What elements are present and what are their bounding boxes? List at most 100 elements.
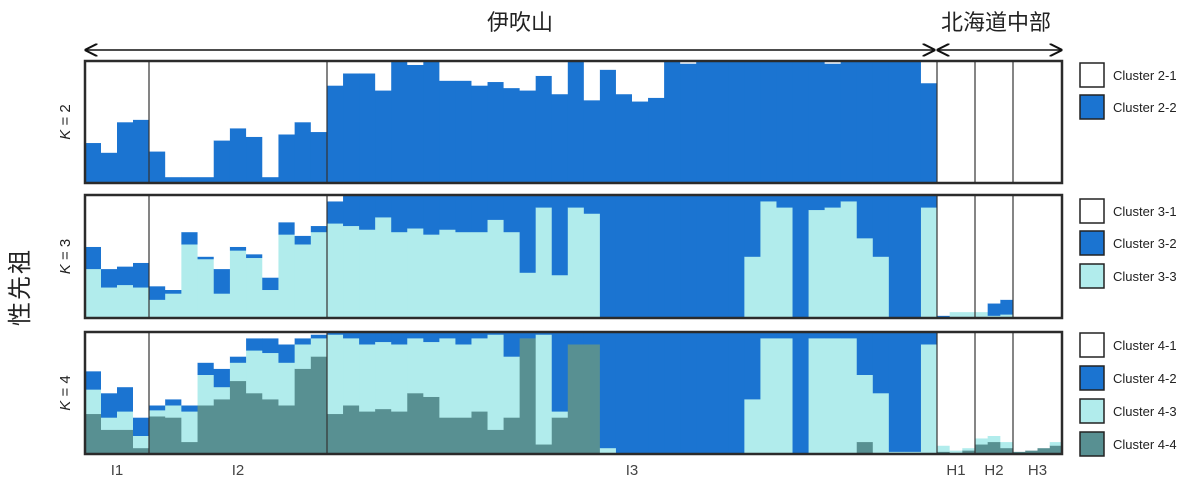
bar-segment: [519, 90, 537, 184]
region-annotations: 伊吹山 北海道中部: [86, 11, 1061, 50]
bar-segment: [840, 201, 858, 319]
panel-k3: K = 3 Cluster 3-1 Cluster 3-2 Cluster 3-3: [57, 193, 1177, 320]
bar-segment: [680, 332, 697, 455]
population-tick-label: H1: [946, 462, 965, 479]
structure-panels: K = 2 Cluster 2-1 Cluster 2-2 K = 3 Cluster …: [57, 59, 1177, 457]
bar-segment: [1037, 447, 1051, 455]
bar-segment: [262, 338, 280, 354]
bar-segment: [294, 195, 312, 236]
bar-segment: [439, 229, 457, 319]
bar-segment: [696, 61, 713, 184]
bar-segment: [535, 75, 553, 184]
bar-segment: [343, 338, 360, 406]
bar-segment: [327, 223, 344, 319]
bar-segment: [117, 386, 134, 412]
bar-segment: [101, 287, 118, 319]
bar-segment: [149, 332, 166, 406]
bar-segment: [262, 176, 280, 184]
bar-segment: [1000, 441, 1014, 449]
bar-segment: [760, 332, 778, 339]
bar-segment: [229, 362, 247, 382]
bar-segment: [872, 393, 890, 455]
bar-segment: [1000, 195, 1014, 300]
bar-segment: [262, 195, 280, 278]
bar-segment: [359, 195, 376, 230]
bar-segment: [391, 332, 408, 345]
bar-segment: [696, 332, 713, 455]
bar-segment: [888, 61, 906, 184]
bar-segment: [181, 195, 199, 233]
bar-segment: [359, 229, 376, 319]
bar-segment: [962, 195, 976, 313]
bar-segment: [310, 225, 328, 233]
bar-segment: [920, 82, 938, 184]
bar-segment: [133, 61, 150, 120]
bar-segment: [85, 246, 102, 270]
bar-segment: [487, 219, 505, 319]
bar-segment: [503, 87, 521, 184]
bar-segment: [1049, 195, 1063, 319]
bar-segment: [343, 73, 360, 184]
bar-segment: [975, 61, 989, 184]
region-label: 北海道中部: [941, 11, 1051, 36]
bar-segment: [85, 389, 102, 415]
bar-segment: [85, 61, 102, 144]
bar-segment: [117, 332, 134, 388]
bar-segment: [213, 332, 231, 369]
legend-label: Cluster 3-3: [1113, 269, 1177, 284]
bar-segment: [133, 262, 150, 288]
legend-swatch: [1079, 230, 1105, 256]
bar-segment: [149, 299, 166, 319]
bar-segment: [85, 371, 102, 390]
bar-segment: [407, 64, 424, 184]
bar-segment: [375, 61, 392, 91]
bar-segment: [551, 417, 569, 455]
bar-segment: [246, 136, 263, 184]
bar-segment: [117, 61, 134, 123]
bar-segment: [101, 268, 118, 288]
bar-segment: [632, 101, 649, 184]
population-tick-label: H2: [984, 462, 1003, 479]
bar-segment: [840, 61, 858, 184]
bar-segment: [343, 195, 360, 227]
bar-segment: [391, 195, 408, 233]
bar-segment: [85, 332, 102, 372]
y-axis-label-char: 祖: [6, 250, 34, 274]
bar-segment: [101, 429, 118, 455]
bar-segment: [101, 332, 118, 394]
bar-segment: [987, 332, 1001, 436]
bar-segment: [1013, 61, 1026, 184]
bar-segment: [615, 332, 633, 455]
bar-segment: [949, 450, 963, 454]
bar-segment: [1025, 332, 1039, 451]
bar-segment: [744, 195, 762, 257]
bar-segment: [310, 334, 328, 339]
bar-segment: [1000, 447, 1014, 455]
bar-segment: [133, 447, 150, 455]
bar-segment: [343, 61, 360, 74]
bar-segment: [551, 61, 569, 95]
bar-segment: [310, 195, 328, 227]
bar-segment: [278, 332, 296, 345]
bar-segment: [455, 80, 473, 184]
bar-segment: [439, 61, 457, 81]
bar-segment: [439, 80, 457, 184]
bar-segment: [975, 311, 989, 319]
bar-segment: [680, 195, 697, 319]
bar-segment: [760, 195, 778, 202]
bar-segment: [471, 332, 489, 339]
bar-segment: [294, 344, 312, 369]
bar-segment: [728, 332, 745, 455]
bar-segment: [391, 231, 408, 319]
bar-segment: [583, 332, 601, 345]
bar-segment: [503, 195, 521, 233]
bar-segment: [278, 405, 296, 455]
bar-segment: [423, 195, 440, 235]
legend-swatch: [1079, 365, 1105, 391]
bar-segment: [327, 61, 344, 86]
bar-segment: [1013, 332, 1026, 452]
bar-segment: [213, 386, 231, 400]
bar-segment: [792, 332, 810, 455]
bar-segment: [1025, 195, 1039, 319]
bar-segment: [632, 61, 649, 102]
